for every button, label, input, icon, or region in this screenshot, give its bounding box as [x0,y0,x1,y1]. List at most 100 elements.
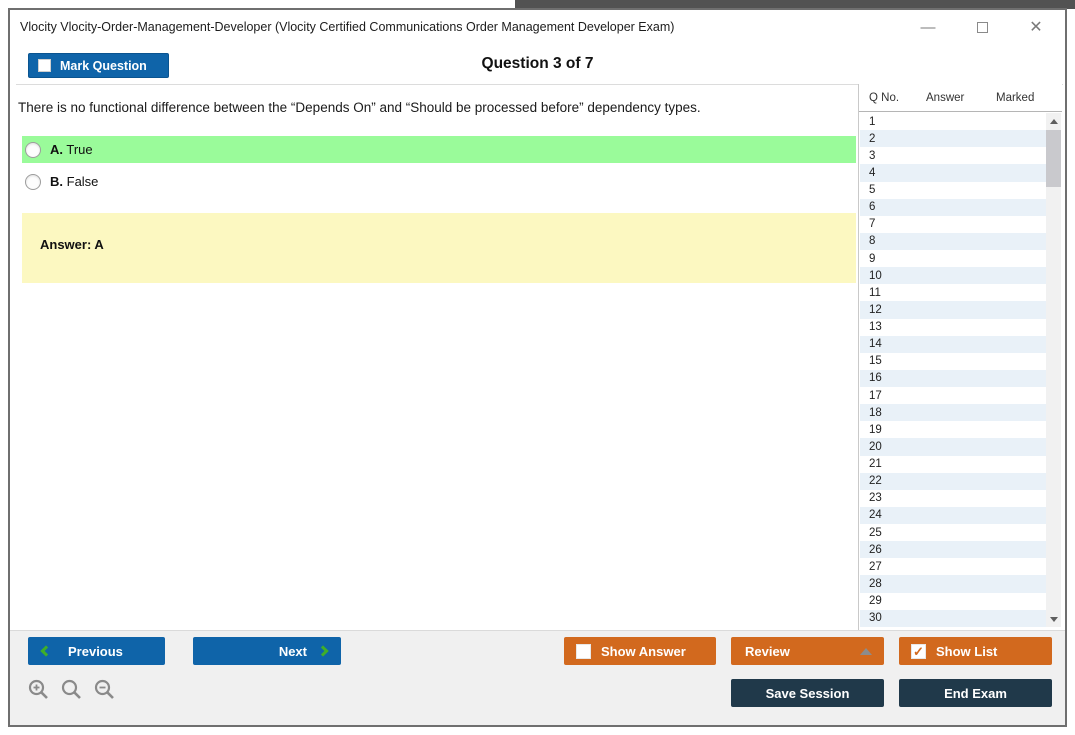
radio-icon[interactable] [25,173,41,190]
header-separator [16,84,1063,85]
end-exam-button[interactable]: End Exam [899,679,1052,707]
row-qno: 20 [869,440,882,453]
question-list-row[interactable]: 27 [860,558,1047,575]
question-list-row[interactable]: 2 [860,130,1047,148]
question-list-row[interactable]: 14 [860,335,1047,353]
question-list-row[interactable]: 12 [860,301,1047,319]
row-qno: 14 [869,338,882,351]
question-list-row[interactable]: 13 [860,319,1047,336]
question-list-row[interactable]: 8 [860,232,1047,250]
radio-icon[interactable] [25,141,41,158]
scroll-down-button[interactable] [1046,611,1061,627]
question-list-row[interactable]: 9 [860,250,1047,267]
row-qno: 30 [869,612,882,625]
option-label: B. False [50,174,98,189]
show-answer-button[interactable]: Show Answer [564,637,716,665]
question-list-row[interactable]: 24 [860,506,1047,524]
mark-question-button[interactable]: Mark Question [28,53,169,78]
question-list-row[interactable]: 15 [860,353,1047,370]
row-qno: 11 [869,286,881,299]
next-button[interactable]: Next [193,637,341,665]
question-list-row[interactable]: 26 [860,541,1047,559]
scroll-down-icon [1049,616,1058,622]
question-list-row[interactable]: 20 [860,438,1047,456]
zoom-out-button[interactable] [92,677,118,703]
question-list-row[interactable]: 7 [860,216,1047,233]
footer-bar: Previous Next Show Answer Review ✓ Show … [10,630,1065,725]
minimize-button[interactable]: — [913,15,943,39]
review-button[interactable]: Review [731,637,884,665]
row-qno: 4 [869,166,876,179]
question-list-row[interactable]: 25 [860,524,1047,541]
row-qno: 22 [869,475,882,488]
scrollbar-thumb[interactable] [1046,130,1061,187]
question-list-row[interactable]: 4 [860,164,1047,182]
column-header-marked: Marked [996,92,1035,104]
row-qno: 26 [869,543,882,556]
magnifier-icon [61,679,81,699]
show-list-button[interactable]: ✓ Show List [899,637,1052,665]
scrollbar[interactable] [1046,113,1061,627]
row-qno: 16 [869,372,882,385]
show-answer-checkbox[interactable] [576,643,591,659]
question-list-row[interactable]: 17 [860,387,1047,404]
previous-button[interactable]: Previous [28,637,165,665]
magnifier-minus-icon [94,679,114,699]
close-icon: ✕ [1029,19,1043,36]
question-list-row[interactable]: 16 [860,369,1047,387]
question-list-row[interactable]: 29 [860,593,1047,610]
row-qno: 28 [869,577,882,590]
row-qno: 24 [869,509,882,522]
row-qno: 2 [869,132,876,145]
question-list-row[interactable]: 6 [860,198,1047,216]
next-label: Next [278,643,307,659]
row-qno: 27 [869,560,882,573]
review-label: Review [745,643,790,659]
chevron-left-icon [40,645,52,657]
answer-box: Answer: A [22,213,856,283]
background-window-edge [515,0,1075,9]
zoom-in-button[interactable] [26,677,52,703]
show-list-checkbox[interactable]: ✓ [911,643,926,659]
question-list-row[interactable]: 19 [860,421,1047,438]
question-list-row[interactable]: 18 [860,404,1047,422]
previous-label: Previous [68,643,123,659]
row-qno: 18 [869,406,882,419]
question-list-row[interactable]: 1 [860,113,1047,130]
row-qno: 13 [869,321,882,334]
question-list-row[interactable]: 22 [860,472,1047,490]
row-qno: 10 [869,269,882,282]
chevron-right-icon [317,645,329,657]
exam-window: Vlocity Vlocity-Order-Management-Develop… [8,8,1067,727]
question-list-row[interactable]: 30 [860,609,1047,627]
answer-option-a[interactable]: A. True [22,136,856,163]
row-qno: 12 [869,303,882,316]
scroll-up-button[interactable] [1046,113,1061,129]
save-session-button[interactable]: Save Session [731,679,884,707]
save-session-label: Save Session [765,685,850,701]
row-qno: 3 [869,149,876,162]
question-list-row[interactable]: 3 [860,147,1047,164]
row-qno: 5 [869,184,876,197]
question-list-row[interactable]: 11 [860,284,1047,301]
answer-option-b[interactable]: B. False [22,168,856,195]
magnifier-plus-icon [28,679,48,699]
mark-question-checkbox[interactable] [38,59,51,72]
question-list-row[interactable]: 10 [860,267,1047,285]
row-qno: 7 [869,218,876,231]
row-qno: 29 [869,595,882,608]
option-letter: A. [50,142,63,157]
zoom-reset-button[interactable] [59,677,85,703]
dropdown-up-arrow-icon [860,647,872,655]
row-qno: 19 [869,423,882,436]
close-button[interactable]: ✕ [1021,15,1051,39]
question-list-row[interactable]: 5 [860,182,1047,199]
question-list-row[interactable]: 21 [860,456,1047,473]
row-qno: 1 [869,115,876,128]
show-answer-label: Show Answer [601,643,686,659]
row-qno: 15 [869,355,882,368]
question-list-row[interactable]: 23 [860,490,1047,507]
maximize-button[interactable] [967,15,997,39]
question-list-row[interactable]: 28 [860,575,1047,593]
